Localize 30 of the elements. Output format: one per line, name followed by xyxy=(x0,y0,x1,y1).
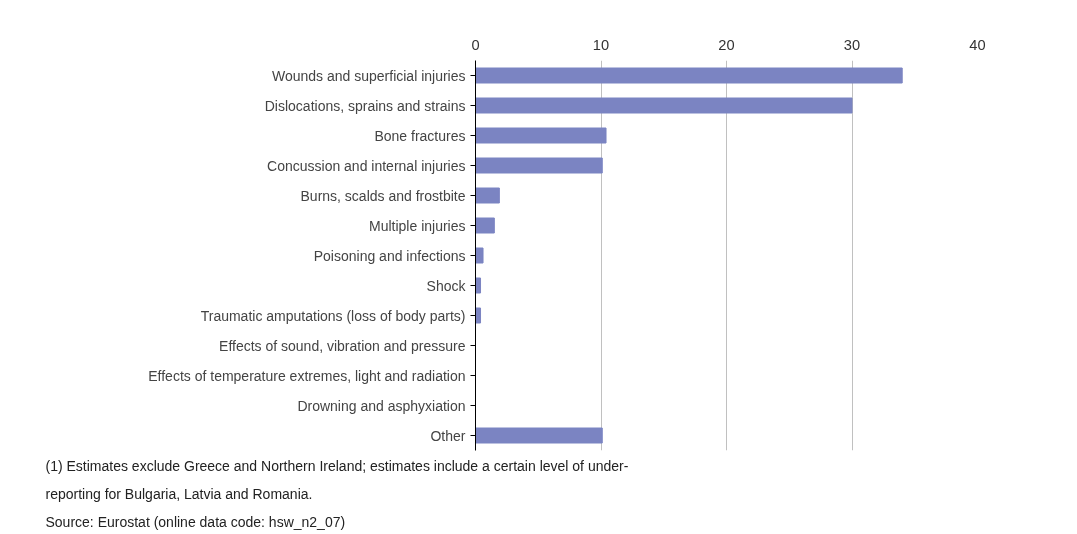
y-tick-label: Multiple injuries xyxy=(369,217,466,234)
bar xyxy=(475,427,603,444)
y-tick-label: Effects of sound, vibration and pressure xyxy=(219,337,466,354)
bar xyxy=(475,217,495,234)
y-tick-label: Bone fractures xyxy=(374,127,466,144)
y-tick-label: Effects of temperature extremes, light and radiation xyxy=(148,367,466,384)
x-tick-label: 40 xyxy=(969,36,986,53)
y-tick-label: Wounds and superficial injuries xyxy=(271,67,466,84)
bar xyxy=(475,247,484,264)
bar xyxy=(475,127,607,144)
y-tick-label: Traumatic amputations (loss of body parts) xyxy=(200,307,466,324)
bar xyxy=(475,307,482,324)
bar xyxy=(475,157,603,174)
x-tick-label: 0 xyxy=(471,36,480,53)
y-tick-label: Other xyxy=(430,427,466,444)
y-tick-label: Dislocations, sprains and strains xyxy=(264,97,466,114)
y-tick-label: Drowning and asphyxiation xyxy=(297,397,466,414)
bar xyxy=(475,187,500,204)
y-tick-label: Burns, scalds and frostbite xyxy=(300,187,466,204)
source-note: Source: Eurostat (online data code: hsw_n2_07) xyxy=(45,513,346,530)
text: (1) Estimates exclude Greece and Northern Ireland; estimates include a certain level of under-reporting for Bulgaria, Latvia and Romania. xyxy=(45,457,629,502)
y-tick-label: Concussion and internal injuries xyxy=(267,157,466,174)
bar xyxy=(475,67,903,84)
x-tick-label: 30 xyxy=(843,36,861,53)
y-tick-label: Shock xyxy=(426,277,467,294)
bar xyxy=(475,277,482,294)
x-tick-label: 20 xyxy=(718,36,735,53)
y-tick-label: Poisoning and infections xyxy=(313,247,466,264)
bar xyxy=(475,97,853,114)
x-tick-label: 10 xyxy=(592,36,610,53)
